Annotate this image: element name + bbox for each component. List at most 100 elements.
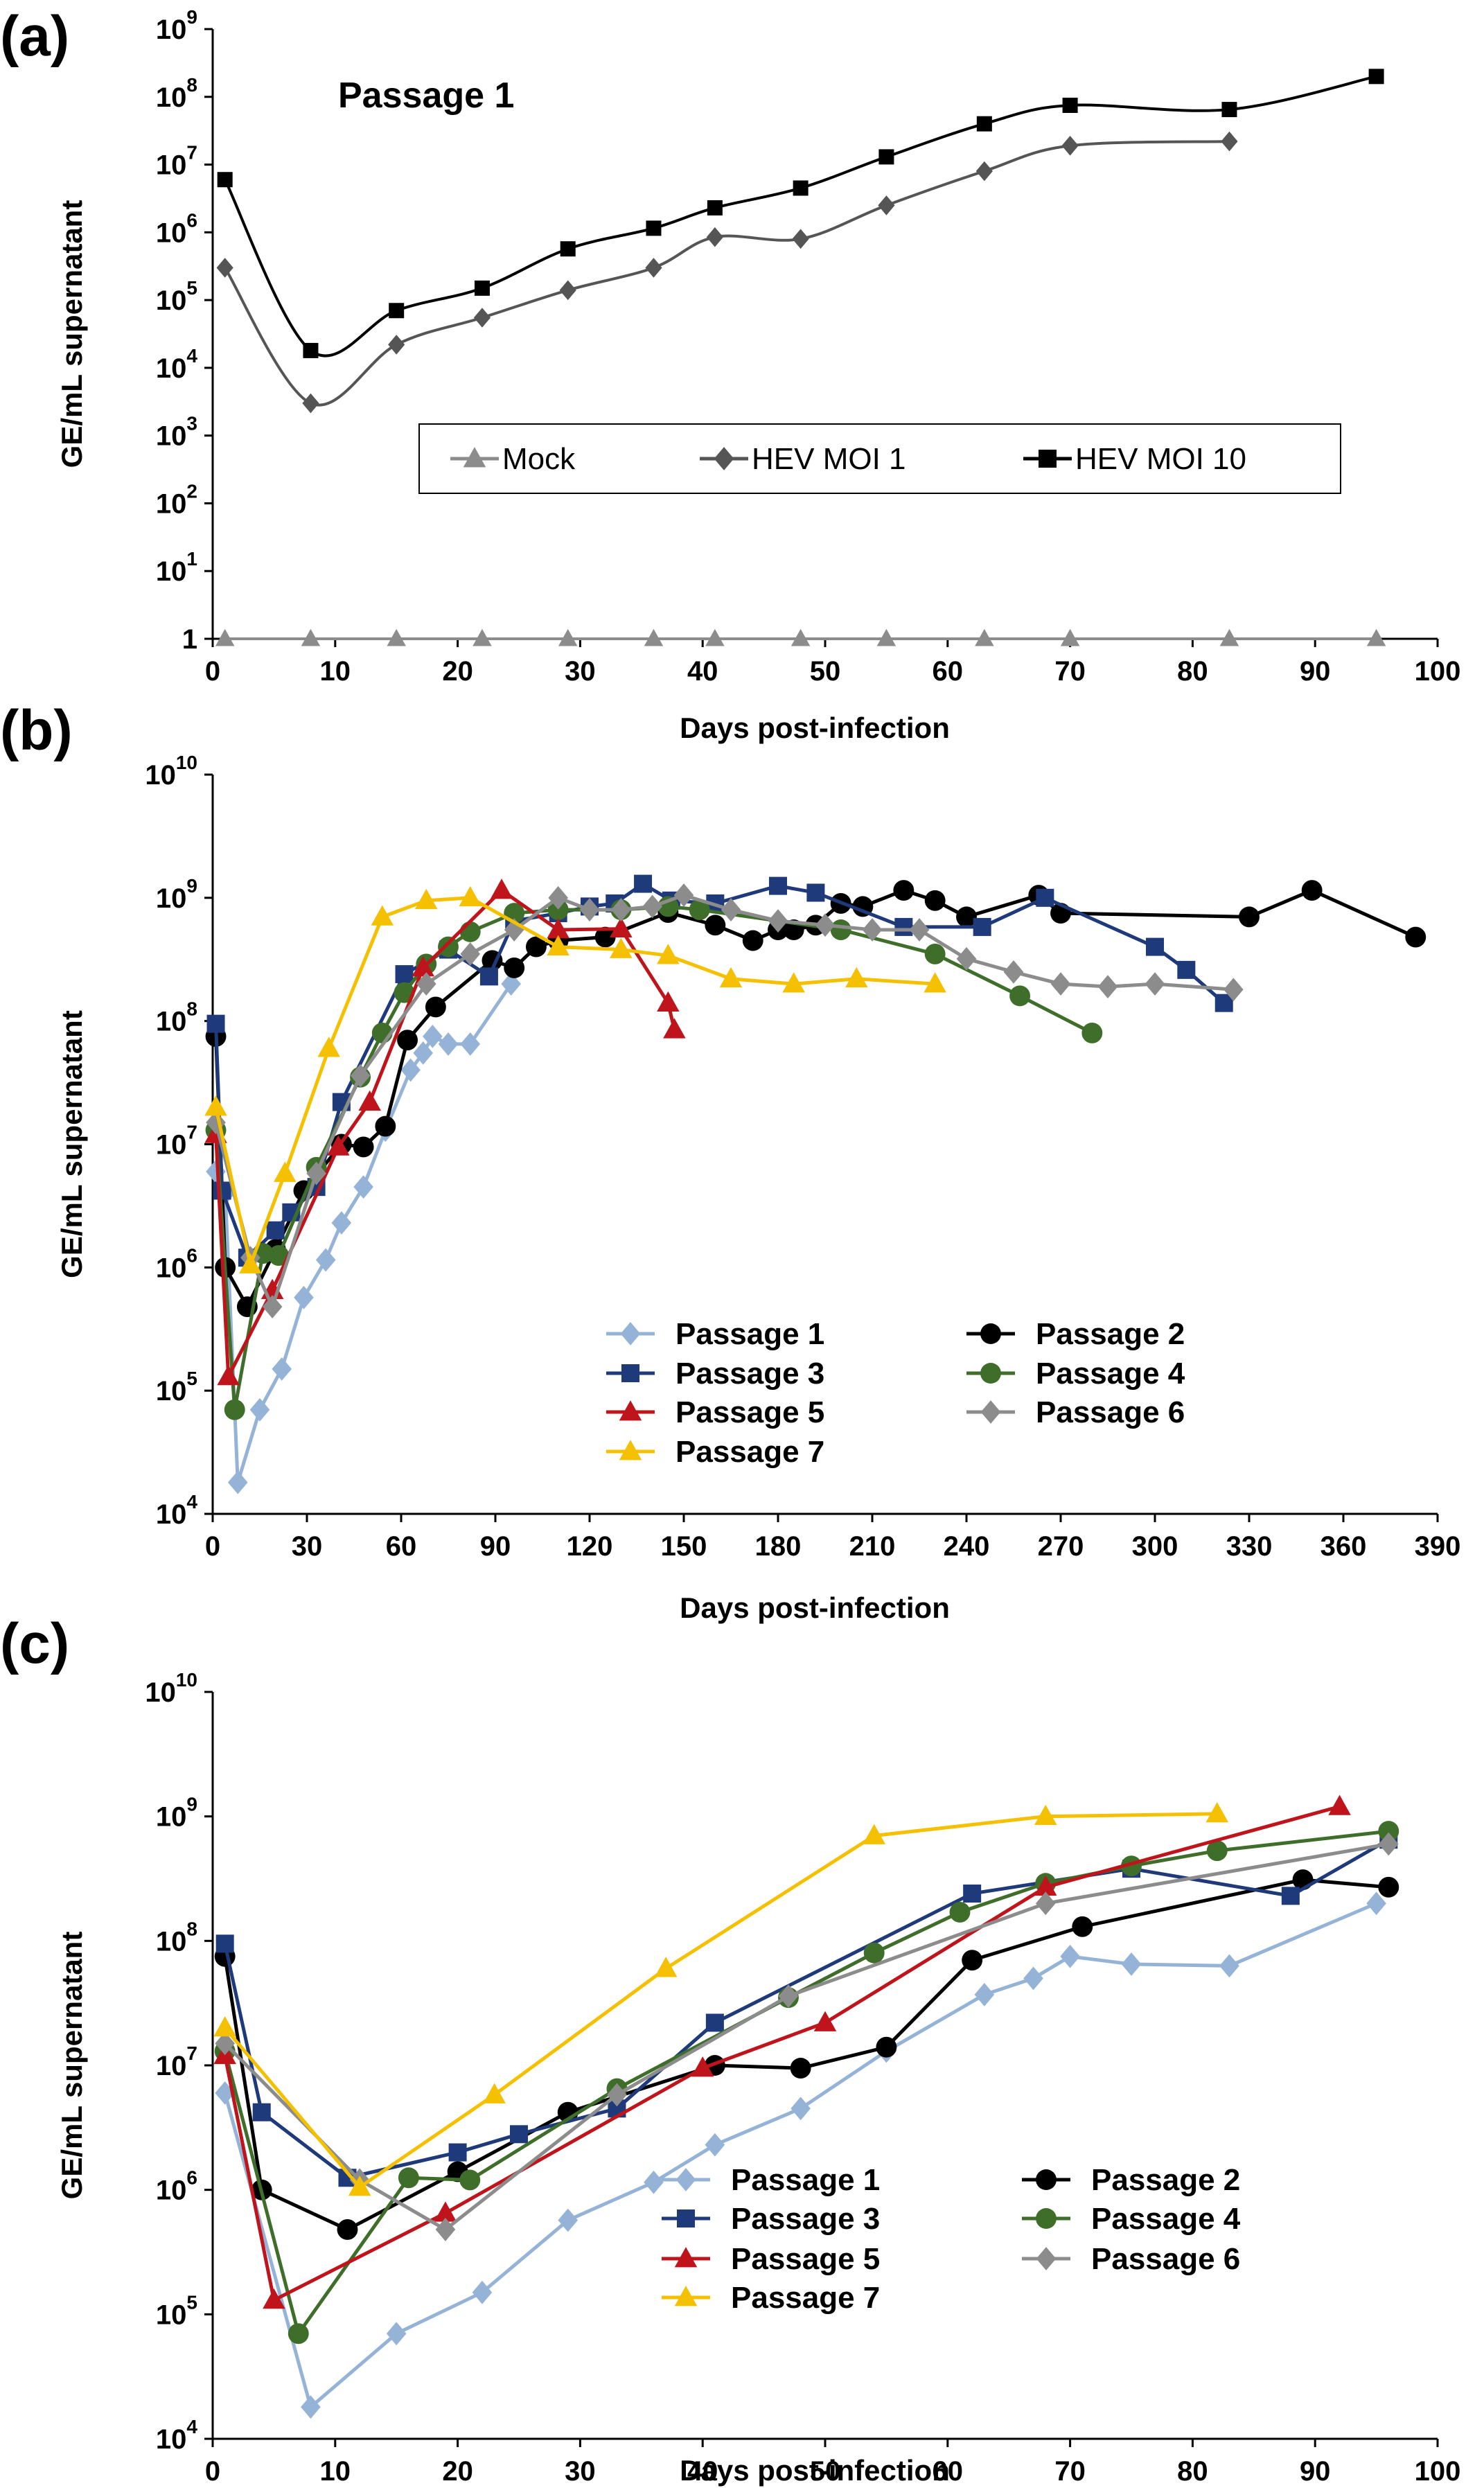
y-tick-exponent: 4	[186, 2416, 197, 2437]
data-point	[644, 628, 664, 646]
data-point	[216, 258, 233, 278]
data-point	[438, 1032, 459, 1056]
x-tick-label: 50	[810, 656, 841, 687]
y-tick-label: 101	[156, 548, 197, 587]
legend-label: Passage 7	[675, 1435, 824, 1469]
data-point	[434, 2201, 457, 2222]
data-point	[559, 280, 576, 301]
data-point	[1221, 102, 1237, 118]
x-axis-title: Days post-infection	[680, 1591, 950, 1624]
x-tick-label: 330	[1226, 1531, 1273, 1562]
data-point	[778, 1984, 799, 2008]
data-point	[1366, 1891, 1386, 1916]
y-tick-exponent: 6	[186, 1244, 197, 1266]
series-passage-4	[205, 896, 1103, 1420]
y-tick-label: 103	[156, 413, 197, 452]
y-tick-exponent: 10	[176, 752, 197, 773]
data-point	[657, 944, 680, 964]
chart-panel-1: (b) 0 30 60 90 120 150 180 210 240 270 300 330 360 390…	[0, 699, 1460, 1624]
data-point	[1097, 975, 1118, 998]
y-tick-base: 10	[156, 2176, 187, 2206]
data-point	[1061, 135, 1079, 156]
chart-title: Passage 1	[338, 76, 514, 116]
data-point	[1035, 1891, 1056, 1916]
series-line	[214, 982, 513, 1483]
data-point	[705, 915, 726, 936]
y-tick-exponent: 2	[186, 480, 197, 502]
data-point	[673, 883, 694, 907]
data-point	[558, 2208, 578, 2232]
data-point	[215, 2081, 235, 2105]
legend-marker	[1036, 2208, 1057, 2229]
data-point	[706, 227, 723, 247]
series-line	[223, 1838, 1390, 2180]
legend-marker	[1039, 450, 1057, 468]
data-point	[389, 303, 405, 319]
data-point	[206, 1160, 226, 1183]
series-passage-7	[204, 885, 946, 1273]
y-tick-base: 10	[156, 1253, 187, 1283]
x-tick-label: 150	[661, 1531, 707, 1562]
data-point	[924, 943, 946, 964]
data-point	[594, 926, 616, 948]
series-passage-1	[215, 1891, 1386, 2419]
data-point	[1206, 1840, 1228, 1862]
data-point	[1146, 937, 1164, 956]
data-point	[262, 1295, 283, 1318]
x-tick-label: 0	[205, 2456, 220, 2487]
y-tick-exponent: 5	[186, 2291, 197, 2313]
data-point	[691, 2056, 714, 2077]
data-point	[510, 2125, 528, 2144]
legend-marker	[621, 1364, 639, 1382]
y-tick-label: 107	[156, 1122, 197, 1161]
data-point	[460, 942, 481, 966]
data-point	[227, 1470, 248, 1494]
y-tick-base: 10	[156, 556, 187, 587]
data-point	[217, 172, 233, 188]
data-point	[705, 2013, 724, 2032]
data-point	[1405, 926, 1426, 948]
data-point	[975, 161, 993, 182]
data-point	[558, 628, 578, 646]
data-point	[348, 2175, 371, 2196]
data-point	[611, 898, 631, 921]
data-point	[1036, 888, 1054, 907]
y-tick-label: 108	[156, 74, 197, 113]
legend-label: Passage 5	[731, 2242, 880, 2276]
data-point	[547, 918, 569, 939]
y-tick-label: 102	[156, 480, 197, 519]
data-point	[459, 2169, 481, 2191]
x-tick-label: 0	[205, 656, 220, 687]
y-tick-label: 108	[156, 1918, 197, 1957]
data-point	[306, 1161, 326, 1185]
data-point	[337, 2218, 358, 2240]
x-tick-label: 30	[292, 1531, 323, 1562]
data-point	[1034, 1804, 1057, 1826]
y-tick-exponent: 10	[176, 1669, 197, 1691]
legend-label: Passage 2	[1091, 2163, 1240, 2197]
y-tick-label: 106	[156, 2167, 197, 2206]
data-point	[1062, 97, 1078, 113]
y-tick-base: 10	[156, 1802, 187, 1833]
legend-marker	[619, 1440, 642, 1461]
series-line	[223, 140, 1230, 407]
data-point	[790, 2058, 811, 2079]
y-tick-base: 10	[156, 285, 187, 316]
data-point	[473, 308, 491, 328]
x-tick-label: 80	[1177, 2456, 1208, 2487]
series-line	[223, 1878, 1389, 2232]
data-point	[459, 885, 482, 907]
y-tick-label: 105	[156, 1368, 197, 1406]
data-point	[1219, 1954, 1239, 1978]
y-tick-exponent: 1	[186, 548, 197, 570]
data-point	[353, 1136, 374, 1158]
data-point	[459, 921, 481, 942]
y-tick-base: 10	[156, 2051, 187, 2081]
y-tick-label: 107	[156, 2043, 197, 2081]
data-point	[350, 1064, 371, 1088]
data-point	[272, 1357, 292, 1381]
y-tick-label: 1	[182, 624, 197, 655]
x-tick-label: 100	[1415, 656, 1461, 687]
data-point	[792, 229, 809, 249]
chart-panel-0: (a)0 10 20 30 40 50 60 70 80 90 100110110210310410…	[0, 5, 1460, 744]
